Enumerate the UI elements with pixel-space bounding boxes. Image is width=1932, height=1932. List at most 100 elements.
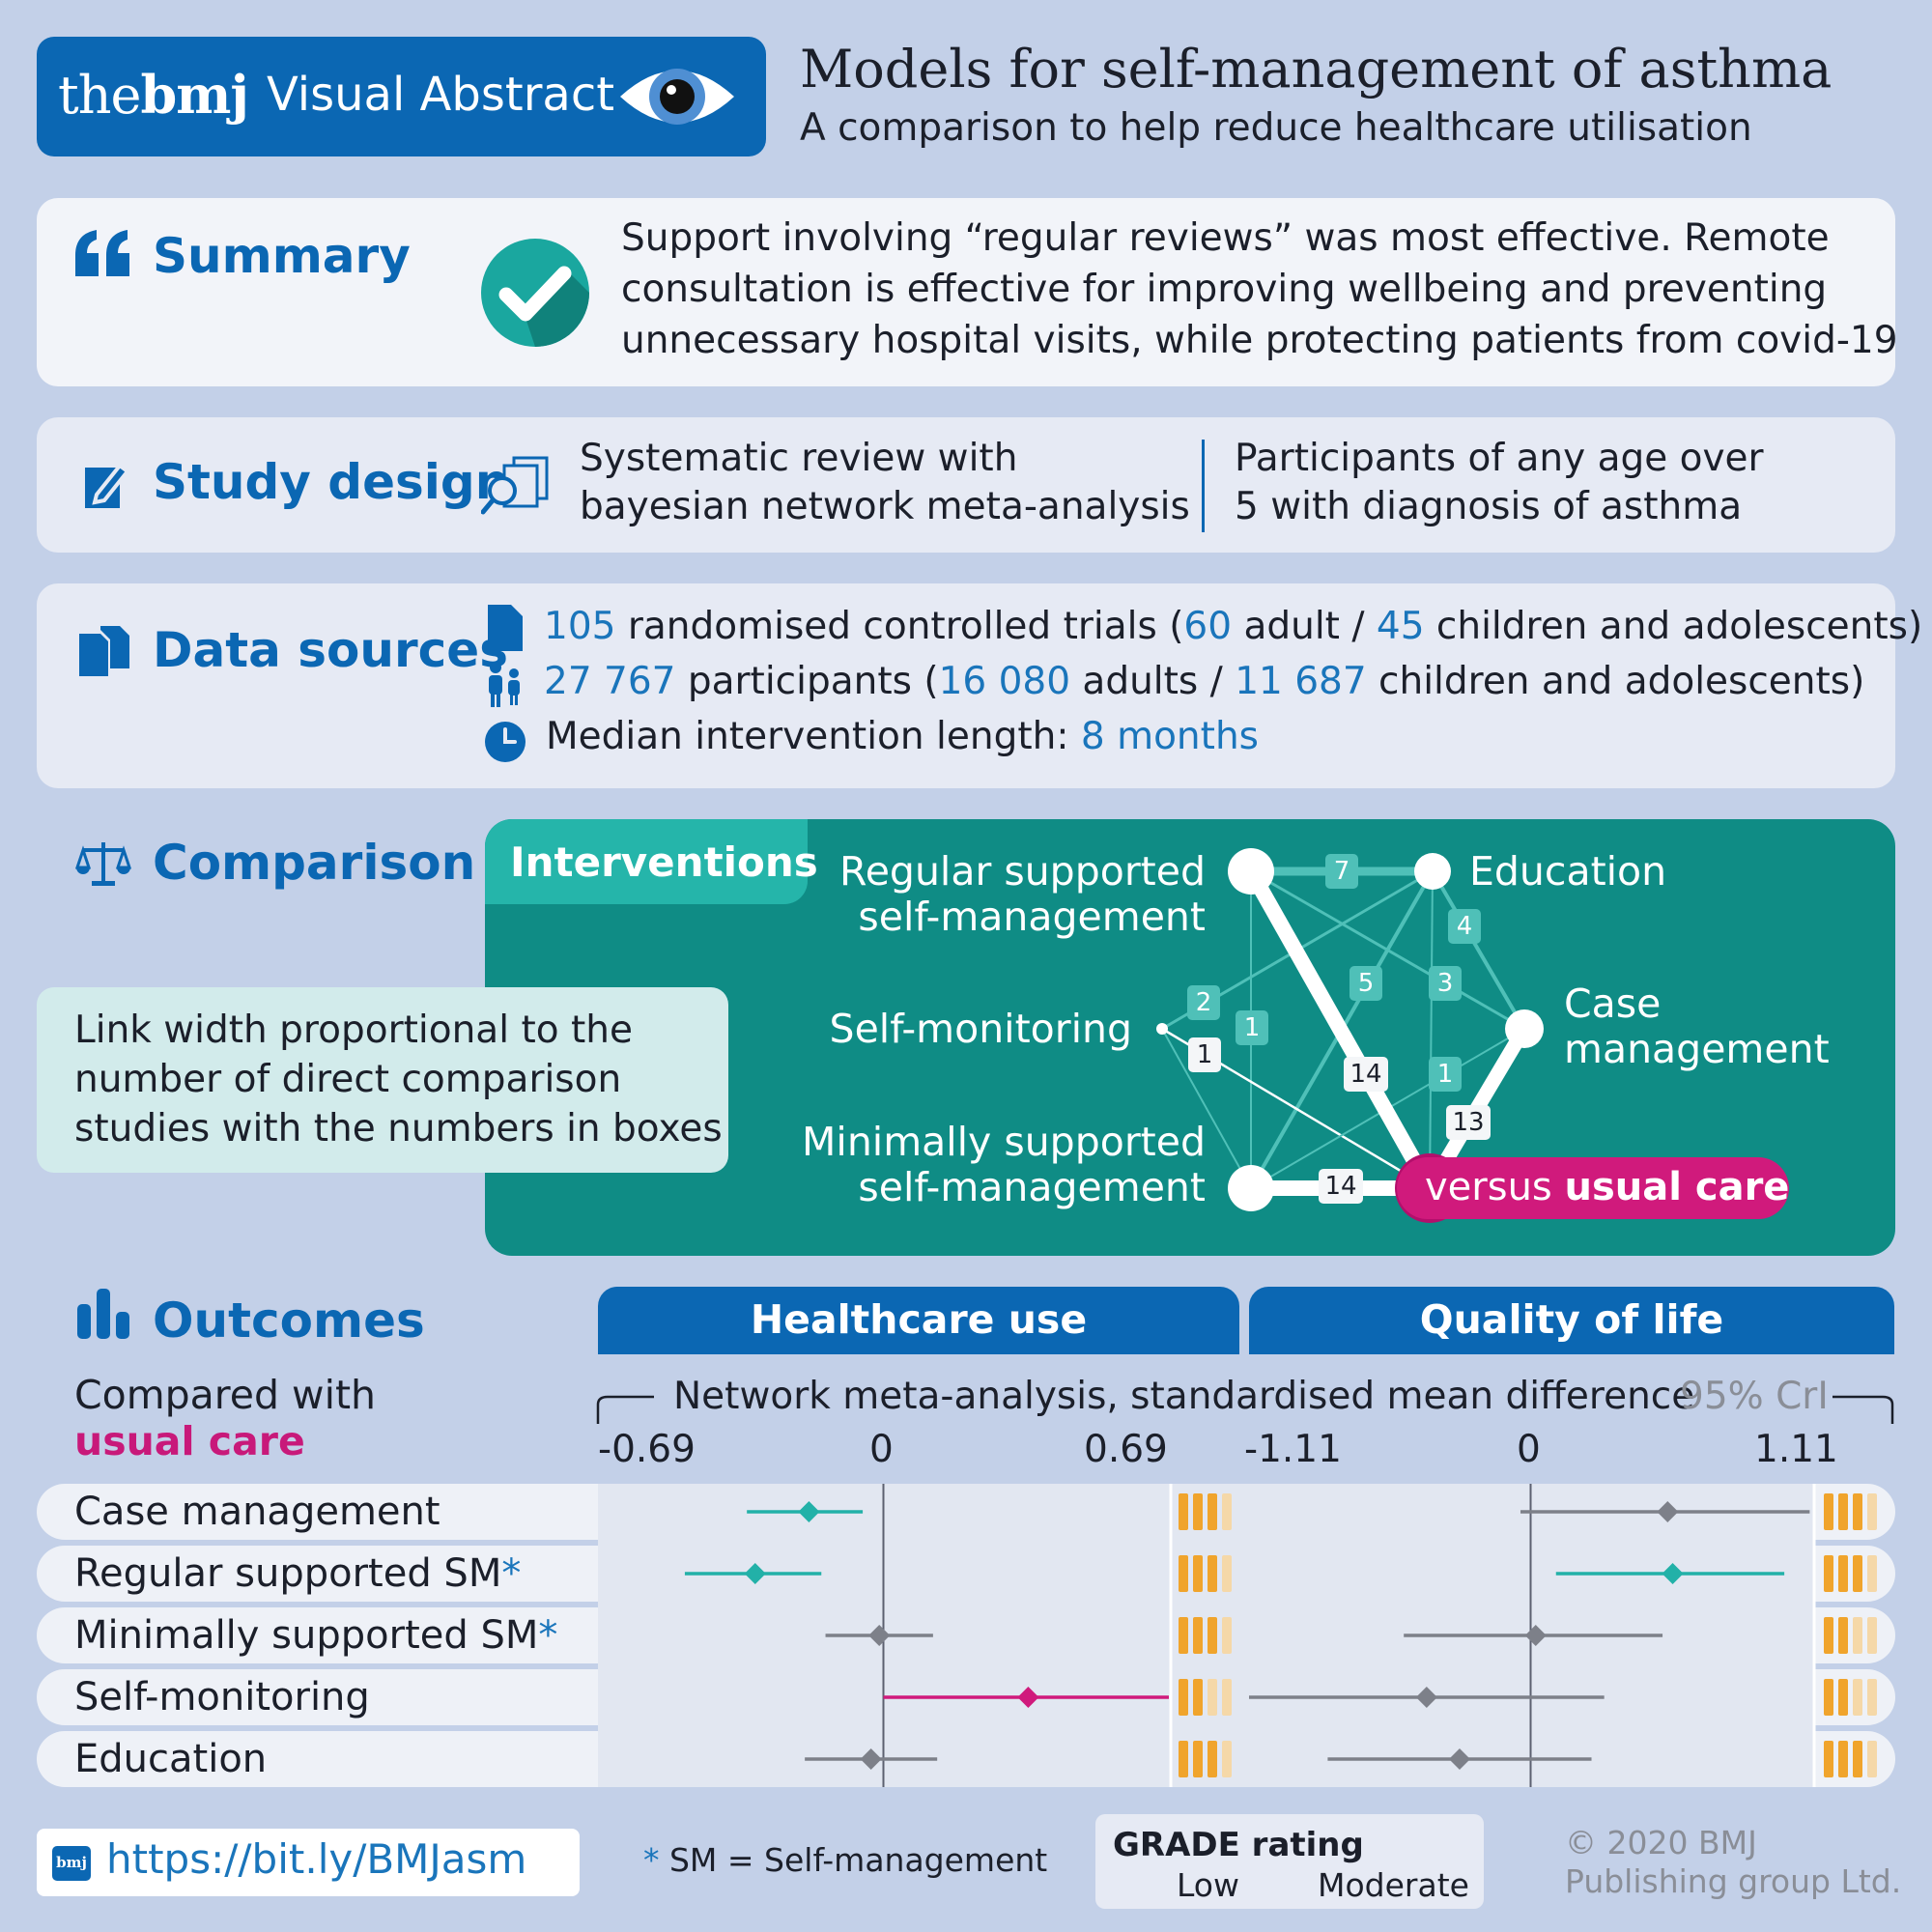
- interventions-tab-label: Interventions: [510, 838, 818, 886]
- study-design-left-1: Systematic review with: [580, 437, 1018, 480]
- qol-tick-max: 1.11: [1754, 1428, 1838, 1471]
- summary-line-1: Support involving “regular reviews” was …: [621, 216, 1830, 260]
- brand-logo: thebmj: [58, 64, 249, 126]
- summary-line-3: unnecessary hospital visits, while prote…: [621, 319, 1898, 362]
- note-line-1: Link width proportional to the: [74, 1009, 633, 1052]
- usual-care-pill: [1397, 1157, 1789, 1219]
- pencil-icon: [85, 463, 129, 508]
- node-label-education: Education: [1469, 848, 1667, 895]
- bar-chart-icon: [77, 1289, 129, 1339]
- link-width-note: Link width proportional to the number of…: [37, 987, 728, 1173]
- edge-count-box: 1: [1429, 1057, 1462, 1092]
- quote-icon: [75, 230, 129, 276]
- copyright-line-2: Publishing group Ltd.: [1565, 1862, 1902, 1900]
- document-icon: [488, 605, 523, 651]
- note-line-3: studies with the numbers in boxes: [74, 1107, 723, 1151]
- documents-icon: [79, 626, 129, 676]
- grade-legend-title: GRADE rating: [1113, 1826, 1364, 1864]
- note-line-2: number of direct comparison: [74, 1058, 622, 1101]
- participants-child-count: 11 687: [1235, 660, 1367, 703]
- node-label-regular-1: Regular supported: [839, 848, 1206, 895]
- url-link[interactable]: https://bit.ly/BMJasm: [106, 1835, 527, 1883]
- participants-count: 27 767: [544, 660, 676, 703]
- qol-tick-min: -1.11: [1244, 1428, 1342, 1471]
- page-title: Models for self-management of asthma: [800, 39, 1833, 99]
- url-box[interactable]: [37, 1829, 580, 1896]
- row-label-3: Self-monitoring: [74, 1675, 370, 1719]
- edge-count-box: 5: [1350, 966, 1382, 1001]
- hc-tick-min: -0.69: [598, 1428, 696, 1471]
- eye-icon: [620, 69, 734, 125]
- copyright-line-1: © 2020 BMJ: [1565, 1824, 1757, 1861]
- edge-count-box: 3: [1429, 966, 1462, 1001]
- quality-of-life-header: [1249, 1287, 1894, 1354]
- data-sources-card: [37, 583, 1895, 788]
- compared-with-label: Compared with: [74, 1372, 377, 1418]
- edge-count-box: 14: [1319, 1169, 1363, 1204]
- summary-heading: Summary: [153, 228, 411, 284]
- node-label-case-1: Case: [1564, 980, 1662, 1027]
- row-label-2: Minimally supported SM*: [74, 1613, 558, 1658]
- qol-plot-area: [1249, 1484, 1813, 1787]
- node-label-minimal-1: Minimally supported: [802, 1119, 1206, 1165]
- row-label-1: Regular supported SM*: [74, 1551, 522, 1596]
- study-design-left-2: bayesian network meta-analysis: [580, 485, 1190, 528]
- healthcare-use-title: Healthcare use: [750, 1296, 1088, 1343]
- node-label-minimal-2: self-management: [858, 1164, 1206, 1210]
- trials-line: 105 randomised controlled trials (60 adu…: [544, 605, 1923, 648]
- edge-count-box: 7: [1325, 854, 1358, 889]
- study-design-divider: [1202, 440, 1205, 532]
- brand-badge: thebmj Visual Abstract: [37, 37, 766, 156]
- study-design-right-1: Participants of any age over: [1235, 437, 1764, 480]
- data-sources-heading: Data sources: [153, 622, 508, 678]
- document-search-icon: [481, 456, 549, 515]
- healthcare-use-header: [598, 1287, 1239, 1354]
- hc-tick-max: 0.69: [1084, 1428, 1168, 1471]
- crl-label: 95% CrI: [1680, 1375, 1829, 1418]
- people-icon: [489, 662, 520, 707]
- sm-footnote: * SM = Self-management: [643, 1841, 1048, 1879]
- quality-of-life-title: Quality of life: [1419, 1296, 1724, 1343]
- edge-count-box: 13: [1446, 1105, 1491, 1140]
- page-subtitle: A comparison to help reduce healthcare u…: [800, 106, 1752, 150]
- trials-adult-count: 60: [1183, 605, 1233, 648]
- edge-count-box: 14: [1344, 1057, 1388, 1092]
- scales-icon: [75, 842, 131, 886]
- summary-line-2: consultation is effective for improving …: [621, 268, 1828, 311]
- hc-tick-zero: 0: [869, 1428, 894, 1471]
- compared-with-usual-care: usual care: [74, 1418, 305, 1464]
- grade-legend: [1095, 1814, 1484, 1909]
- node-label-regular-2: self-management: [858, 894, 1206, 940]
- usual-care-label: versus usual care: [1425, 1165, 1790, 1209]
- study-design-right-2: 5 with diagnosis of asthma: [1235, 485, 1743, 528]
- edge-count-box: 2: [1187, 985, 1220, 1020]
- participants-line: 27 767 participants (16 080 adults / 11 …: [544, 660, 1865, 703]
- comparison-heading: Comparison: [153, 835, 476, 891]
- bmj-logo-icon: [52, 1846, 91, 1881]
- grade-legend-moderate: Moderate: [1318, 1866, 1469, 1904]
- check-circle-icon: [481, 239, 589, 347]
- axis-caption: Network meta-analysis, standardised mean…: [673, 1375, 1695, 1418]
- healthcare-plot-area: [598, 1484, 1249, 1787]
- trials-count: 105: [544, 605, 616, 648]
- node-label-selfmon: Self-monitoring: [829, 1006, 1132, 1052]
- participants-adult-count: 16 080: [938, 660, 1071, 703]
- grade-legend-low: Low: [1177, 1866, 1239, 1904]
- clock-icon: [485, 722, 526, 762]
- bmj-logo-text: bmj: [56, 1854, 87, 1871]
- outcomes-heading: Outcomes: [153, 1293, 425, 1349]
- node-label-case-2: management: [1564, 1026, 1830, 1072]
- row-label-4: Education: [74, 1737, 268, 1781]
- summary-card: [37, 198, 1895, 386]
- axis-caption-bracket: [596, 1395, 1894, 1424]
- edge-count-box: 4: [1448, 909, 1481, 944]
- trials-child-count: 45: [1376, 605, 1425, 648]
- row-label-0: Case management: [74, 1490, 440, 1534]
- interventions-tab: [485, 819, 808, 904]
- qol-tick-zero: 0: [1517, 1428, 1541, 1471]
- length-value: 8 months: [1080, 715, 1259, 758]
- edge-count-box: 1: [1236, 1010, 1268, 1045]
- length-line: Median intervention length: 8 months: [546, 715, 1259, 758]
- brand-label: Visual Abstract: [267, 68, 615, 122]
- study-design-heading: Study design: [153, 454, 510, 510]
